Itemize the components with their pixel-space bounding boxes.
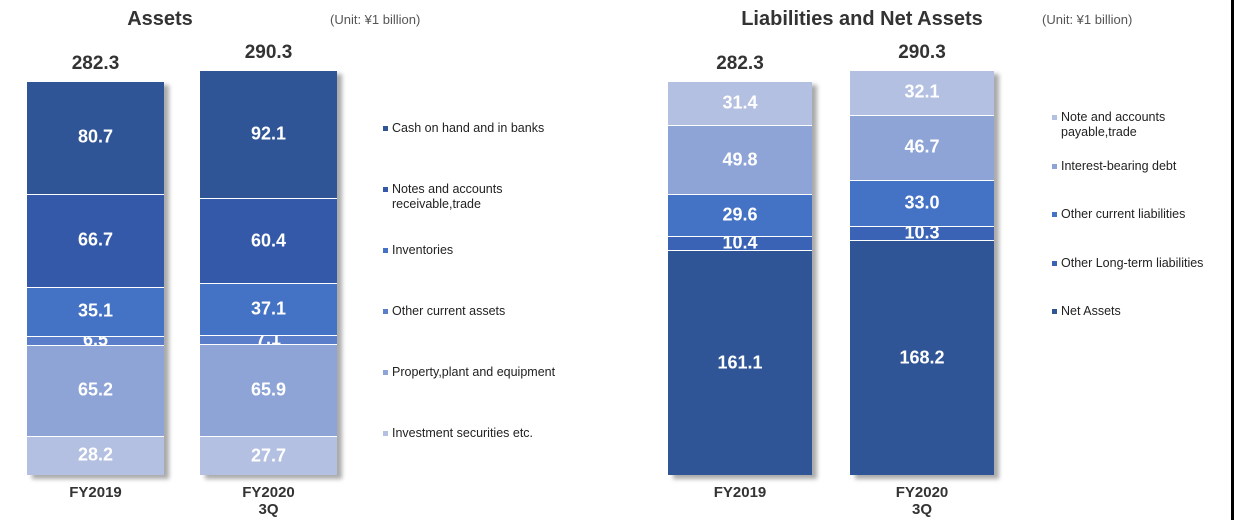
value-label: 31.4 (722, 92, 758, 113)
legend-swatch (1052, 115, 1057, 120)
legend-item: Other current assets (383, 304, 572, 319)
legend-item: Property,plant and equipment (383, 365, 572, 380)
bar-segment (668, 81, 812, 125)
legend-label: Notes and accounts receivable,trade (392, 182, 503, 211)
legend-label: Cash on hand and in banks (392, 121, 545, 135)
value-label: 10.3 (904, 222, 940, 243)
value-label: 92.1 (250, 123, 287, 144)
total-label: 282.3 (716, 53, 764, 75)
bar-segment (27, 81, 164, 194)
bar-segment (27, 286, 164, 336)
legend-swatch (383, 126, 388, 131)
legend-swatch (1052, 163, 1057, 169)
x-tick-label: FY2019 (713, 484, 767, 501)
bar-segment (200, 198, 337, 283)
legend-label: Inventories (392, 243, 454, 257)
total-label: 290.3 (898, 42, 946, 63)
legend-swatch (1052, 260, 1057, 266)
bar-segment (668, 235, 812, 251)
bar-segment (27, 335, 164, 345)
bar-segment (200, 282, 337, 335)
unit-label: (Unit: ¥1 billion) (330, 12, 421, 27)
value-label: 60.4 (250, 230, 287, 251)
legend-swatch (1052, 212, 1057, 217)
total-label: 282.3 (71, 53, 120, 75)
bar-segment (850, 240, 994, 475)
value-label: 35.1 (77, 300, 114, 321)
bar-segment (668, 250, 812, 475)
legend-swatch (383, 187, 388, 192)
value-label: 46.7 (904, 136, 940, 157)
legend-label: Note and accounts payable,trade (1061, 110, 1166, 139)
legend-item: Other Long-term liabilities (1052, 256, 1237, 271)
bar-segment (27, 193, 164, 287)
unit-label: (Unit: ¥1 billion) (1042, 12, 1133, 27)
value-label: 65.9 (250, 379, 287, 400)
chart-title: Assets (127, 8, 193, 30)
legend-label: Investment securities etc. (392, 426, 534, 440)
legend-item: Investment securities etc. (383, 426, 572, 441)
bar-segment (200, 334, 337, 345)
bar-segment (850, 225, 994, 241)
legend-item: Net Assets (1052, 304, 1237, 319)
value-label: 33.0 (904, 192, 940, 213)
bar-segment (27, 344, 164, 436)
value-label: 10.4 (722, 232, 758, 253)
bar-segment (200, 70, 337, 199)
bar-segment (200, 344, 337, 437)
border (1231, 0, 1234, 520)
value-label: 28.2 (77, 444, 114, 465)
value-label: 27.7 (250, 445, 287, 466)
value-label: 65.2 (77, 379, 114, 400)
legend-item: Notes and accounts receivable,trade (383, 182, 572, 212)
bar-segment (850, 70, 994, 115)
bar-segment (850, 179, 994, 226)
value-label: 168.2 (899, 347, 945, 368)
legend-label: Other current assets (392, 304, 506, 318)
bar-segment (668, 194, 812, 236)
bar-segment (850, 114, 994, 180)
legend-item: Interest-bearing debt (1052, 159, 1237, 174)
value-label: 37.1 (250, 298, 287, 319)
legend-item: Cash on hand and in banks (383, 121, 572, 136)
x-tick-label: FY2019 (69, 484, 122, 501)
legend-label: Property,plant and equipment (392, 365, 556, 379)
legend-swatch (383, 370, 388, 375)
bar-segment (200, 436, 337, 475)
value-label: 29.6 (722, 204, 758, 225)
legend-label: Net Assets (1061, 304, 1121, 318)
value-label: 49.8 (722, 149, 758, 170)
legend-item: Other current liabilities (1052, 207, 1237, 222)
bar-segment (668, 124, 812, 195)
value-label: 80.7 (77, 126, 114, 147)
legend-label: Other Long-term liabilities (1061, 255, 1204, 270)
legend-swatch (383, 309, 388, 314)
legend-label: Other current liabilities (1061, 207, 1186, 221)
legend-swatch (383, 431, 388, 436)
x-tick-label: FY2020 3Q (895, 484, 949, 518)
value-label: 32.1 (904, 81, 940, 102)
legend-label: Interest-bearing debt (1061, 158, 1177, 173)
legend-item: Inventories (383, 243, 572, 258)
value-label: 66.7 (77, 229, 114, 250)
bar-segment (27, 435, 164, 475)
total-label: 290.3 (244, 42, 293, 63)
value-label: 161.1 (717, 352, 763, 373)
legend-item: Note and accounts payable,trade (1052, 110, 1237, 140)
chart-title: Liabilities and Net Assets (741, 8, 983, 30)
legend-swatch (383, 248, 388, 253)
legend-swatch (1052, 309, 1057, 314)
x-tick-label: FY2020 3Q (242, 484, 295, 518)
